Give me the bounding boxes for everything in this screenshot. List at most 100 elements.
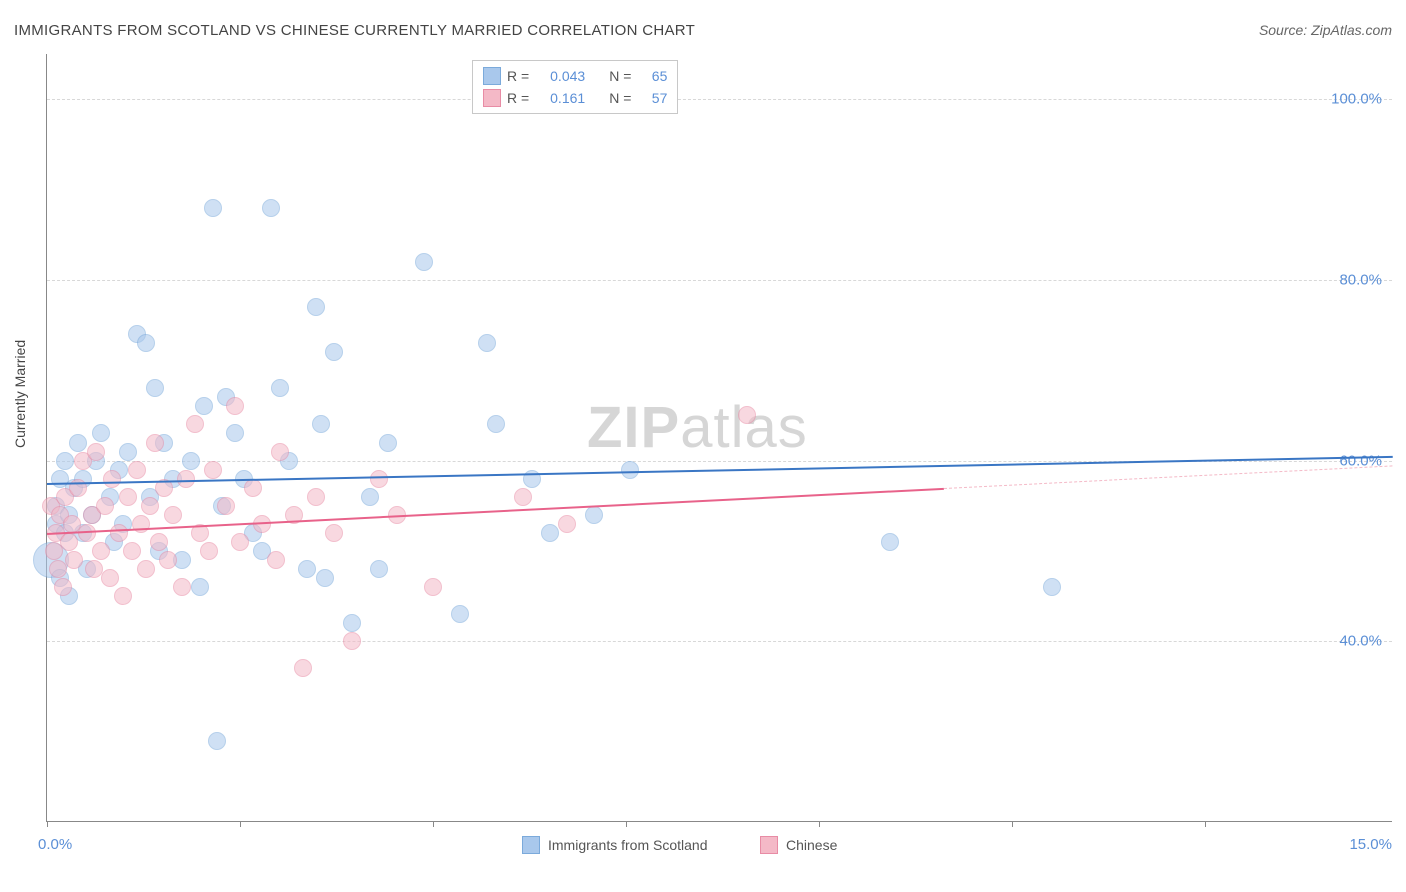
y-axis-label: Currently Married — [12, 340, 28, 448]
data-point — [541, 524, 559, 542]
data-point — [370, 470, 388, 488]
data-point — [92, 424, 110, 442]
data-point — [208, 732, 226, 750]
data-point — [424, 578, 442, 596]
data-point — [316, 569, 334, 587]
data-point — [54, 578, 72, 596]
legend-swatch-icon — [522, 836, 540, 854]
data-point — [119, 488, 137, 506]
data-point — [204, 461, 222, 479]
y-tick-label: 80.0% — [1339, 271, 1382, 288]
data-point — [451, 605, 469, 623]
data-point — [1043, 578, 1061, 596]
data-point — [231, 533, 249, 551]
data-point — [114, 587, 132, 605]
data-point — [146, 434, 164, 452]
y-tick-label: 40.0% — [1339, 633, 1382, 650]
legend-label: Chinese — [786, 837, 837, 853]
data-point — [262, 199, 280, 217]
data-point — [177, 470, 195, 488]
data-point — [69, 434, 87, 452]
data-point — [307, 298, 325, 316]
data-point — [123, 542, 141, 560]
r-value: 0.161 — [535, 90, 585, 106]
trend-line — [47, 488, 944, 535]
data-point — [487, 415, 505, 433]
correlation-legend: R =0.043N =65R =0.161N =57 — [472, 60, 678, 114]
data-point — [325, 524, 343, 542]
source-attribution: Source: ZipAtlas.com — [1259, 22, 1392, 38]
data-point — [226, 397, 244, 415]
data-point — [881, 533, 899, 551]
data-point — [164, 506, 182, 524]
data-point — [150, 533, 168, 551]
data-point — [200, 542, 218, 560]
data-point — [137, 560, 155, 578]
data-point — [186, 415, 204, 433]
data-point — [415, 253, 433, 271]
data-point — [56, 452, 74, 470]
data-point — [110, 524, 128, 542]
data-point — [361, 488, 379, 506]
data-point — [182, 452, 200, 470]
data-point — [92, 542, 110, 560]
legend-row: R = 0.161 N = 57 — [483, 87, 667, 109]
legend-swatch-icon — [760, 836, 778, 854]
data-point — [244, 479, 262, 497]
r-label: R = — [507, 90, 529, 106]
data-point — [738, 406, 756, 424]
data-point — [146, 379, 164, 397]
r-label: R = — [507, 68, 529, 84]
x-axis-min-label: 0.0% — [38, 836, 72, 853]
data-point — [128, 461, 146, 479]
chart-title: IMMIGRANTS FROM SCOTLAND VS CHINESE CURR… — [14, 22, 695, 39]
legend-row: R =0.043N =65 — [483, 65, 667, 87]
data-point — [621, 461, 639, 479]
data-point — [195, 397, 213, 415]
plot-area: ZIPatlas 40.0%60.0%80.0%100.0% — [46, 54, 1392, 822]
data-point — [60, 533, 78, 551]
series-legend-1: Immigrants from Scotland — [522, 836, 708, 854]
x-tick — [1205, 821, 1206, 827]
data-point — [312, 415, 330, 433]
data-point — [49, 560, 67, 578]
data-point — [85, 560, 103, 578]
data-point — [204, 199, 222, 217]
data-point — [141, 497, 159, 515]
x-tick — [626, 821, 627, 827]
gridline — [47, 280, 1392, 281]
legend-swatch-icon — [483, 67, 501, 85]
data-point — [325, 343, 343, 361]
y-tick-label: 100.0% — [1331, 91, 1382, 108]
data-point — [514, 488, 532, 506]
data-point — [370, 560, 388, 578]
series-legend-2: Chinese — [760, 836, 837, 854]
x-tick — [240, 821, 241, 827]
data-point — [119, 443, 137, 461]
x-tick — [1012, 821, 1013, 827]
trend-line — [944, 465, 1393, 489]
n-label: N = — [609, 68, 631, 84]
data-point — [343, 614, 361, 632]
data-point — [101, 569, 119, 587]
gridline — [47, 99, 1392, 100]
data-point — [294, 659, 312, 677]
data-point — [96, 497, 114, 515]
n-label: N = — [609, 90, 631, 106]
data-point — [137, 334, 155, 352]
legend-label: Immigrants from Scotland — [548, 837, 708, 853]
data-point — [271, 443, 289, 461]
data-point — [87, 443, 105, 461]
x-tick — [47, 821, 48, 827]
data-point — [159, 551, 177, 569]
data-point — [307, 488, 325, 506]
data-point — [65, 551, 83, 569]
data-point — [103, 470, 121, 488]
data-point — [271, 379, 289, 397]
x-axis-max-label: 15.0% — [1349, 836, 1392, 853]
data-point — [298, 560, 316, 578]
legend-swatch-icon — [483, 89, 501, 107]
n-value: 57 — [637, 90, 667, 106]
data-point — [191, 578, 209, 596]
data-point — [226, 424, 244, 442]
